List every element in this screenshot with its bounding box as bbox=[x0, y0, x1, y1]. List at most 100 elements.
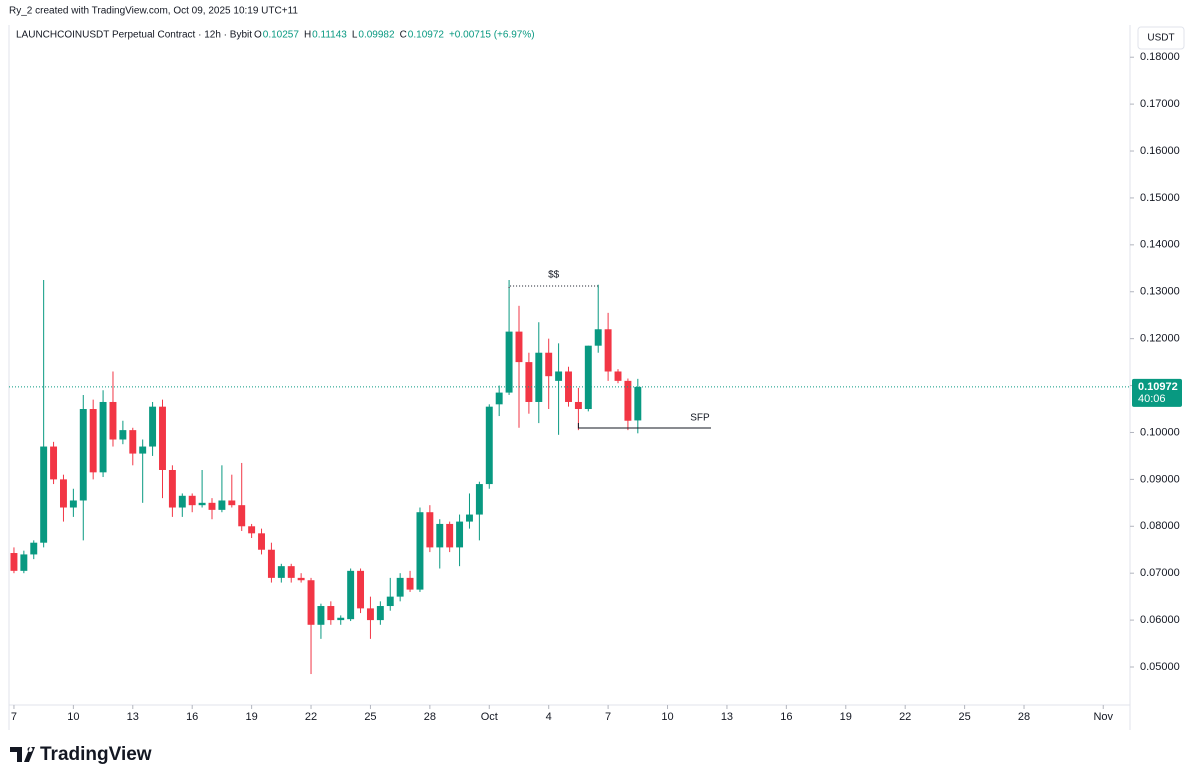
ohlc-label: L bbox=[352, 30, 358, 41]
candle-body bbox=[436, 523, 444, 548]
candle-body bbox=[594, 329, 602, 346]
candle-body bbox=[159, 406, 166, 470]
ohlc-label: O bbox=[254, 30, 262, 41]
candle-body bbox=[495, 392, 503, 405]
candle-body bbox=[515, 331, 523, 363]
y-tick-label: 0.06000 bbox=[1140, 614, 1180, 626]
x-tick-label: 25 bbox=[958, 711, 970, 723]
candle-body bbox=[188, 495, 196, 506]
candle-body bbox=[327, 606, 335, 621]
candle-body bbox=[366, 608, 374, 621]
candle-body bbox=[198, 502, 206, 506]
candle-body bbox=[584, 345, 592, 410]
symbol-title: LAUNCHCOINUSDT Perpetual Contract · 12h … bbox=[16, 30, 252, 41]
last-price-label: 0.10972 bbox=[1138, 381, 1178, 393]
candle-body bbox=[574, 401, 582, 410]
x-tick-label: 10 bbox=[661, 711, 673, 723]
x-tick-label: 22 bbox=[305, 711, 317, 723]
x-tick-label: 28 bbox=[424, 711, 436, 723]
y-tick-label: 0.17000 bbox=[1140, 98, 1180, 110]
candle-body bbox=[208, 502, 216, 510]
y-tick-label: 0.13000 bbox=[1140, 286, 1180, 298]
y-tick-label: 0.07000 bbox=[1140, 567, 1180, 579]
y-tick-label: 0.14000 bbox=[1140, 239, 1180, 251]
annotation: SFP bbox=[690, 413, 710, 424]
candle-body bbox=[297, 577, 305, 581]
x-tick-label: 25 bbox=[364, 711, 376, 723]
change: +0.00715 (+6.97%) bbox=[449, 30, 535, 41]
candle-body bbox=[168, 469, 176, 508]
candle-body bbox=[59, 479, 67, 508]
ohlc-value: 0.10972 bbox=[408, 30, 445, 41]
candle-body bbox=[20, 554, 28, 571]
candle-body bbox=[228, 500, 236, 506]
candle-body bbox=[406, 577, 414, 590]
candle-body bbox=[149, 406, 157, 447]
candle-body bbox=[218, 500, 226, 510]
y-tick-label: 0.12000 bbox=[1140, 333, 1180, 345]
currency: USDT bbox=[1147, 33, 1174, 44]
candle-body bbox=[485, 406, 493, 485]
candle-body bbox=[337, 617, 345, 621]
candle-body bbox=[634, 386, 642, 421]
currency-box[interactable] bbox=[1137, 26, 1185, 50]
x-tick-label: 16 bbox=[780, 711, 792, 723]
last-price-box bbox=[1132, 378, 1182, 407]
ohlc-value: 0.10257 bbox=[263, 30, 300, 41]
candle-body bbox=[317, 606, 325, 625]
ohlc-label: C bbox=[400, 30, 407, 41]
y-tick-label: 0.15000 bbox=[1140, 192, 1180, 204]
x-tick-label: 19 bbox=[245, 711, 257, 723]
x-tick-label: 22 bbox=[899, 711, 911, 723]
credit: Ry_2 created with TradingView.com, Oct 0… bbox=[9, 6, 298, 17]
candle-body bbox=[277, 566, 285, 578]
x-tick-label: Nov bbox=[1093, 711, 1113, 723]
x-tick-label: 7 bbox=[605, 711, 611, 723]
x-tick-label: 7 bbox=[11, 711, 17, 723]
x-tick-label: 10 bbox=[67, 711, 79, 723]
candle-body bbox=[129, 430, 137, 454]
candle-body bbox=[426, 512, 434, 548]
x-tick-label: 28 bbox=[1018, 711, 1030, 723]
candle-body bbox=[139, 446, 147, 454]
candle-body bbox=[267, 549, 275, 578]
countdown: 40:06 bbox=[1138, 393, 1166, 405]
brand-logo bbox=[10, 747, 35, 762]
candle-body bbox=[258, 533, 265, 550]
candle-body bbox=[30, 542, 38, 555]
sfp-line bbox=[577, 423, 711, 429]
y-tick-label: 0.10000 bbox=[1140, 426, 1180, 438]
candle-body bbox=[248, 526, 256, 534]
sweep-line bbox=[508, 285, 599, 288]
candle-body bbox=[376, 606, 384, 621]
candle-body bbox=[466, 514, 473, 522]
candle-body bbox=[69, 500, 77, 508]
candle-body bbox=[565, 371, 572, 402]
y-tick-label: 0.05000 bbox=[1140, 661, 1180, 673]
x-tick-label: 13 bbox=[721, 711, 733, 723]
x-tick-label: Oct bbox=[481, 711, 498, 723]
ohlc-value: 0.09982 bbox=[358, 30, 395, 41]
candle-body bbox=[386, 596, 394, 607]
candle-body bbox=[109, 401, 117, 440]
candle-body bbox=[555, 371, 563, 381]
annotation: $$ bbox=[548, 270, 560, 281]
ohlc-value: 0.11143 bbox=[312, 30, 347, 41]
candle-body bbox=[545, 352, 553, 377]
x-tick-label: 13 bbox=[127, 711, 139, 723]
candle-body bbox=[238, 505, 246, 527]
candle-body bbox=[604, 329, 612, 372]
x-tick-label: 4 bbox=[546, 711, 552, 723]
candle-body bbox=[307, 580, 315, 625]
candle-body bbox=[614, 371, 622, 381]
candle-body bbox=[347, 570, 355, 620]
candle-body bbox=[10, 553, 18, 571]
x-tick-label: 19 bbox=[840, 711, 852, 723]
y-tick-label: 0.18000 bbox=[1140, 51, 1180, 63]
candle-body bbox=[535, 352, 543, 402]
y-tick-label: 0.16000 bbox=[1140, 145, 1180, 157]
candle-body bbox=[178, 495, 186, 508]
candle-body bbox=[416, 512, 424, 590]
